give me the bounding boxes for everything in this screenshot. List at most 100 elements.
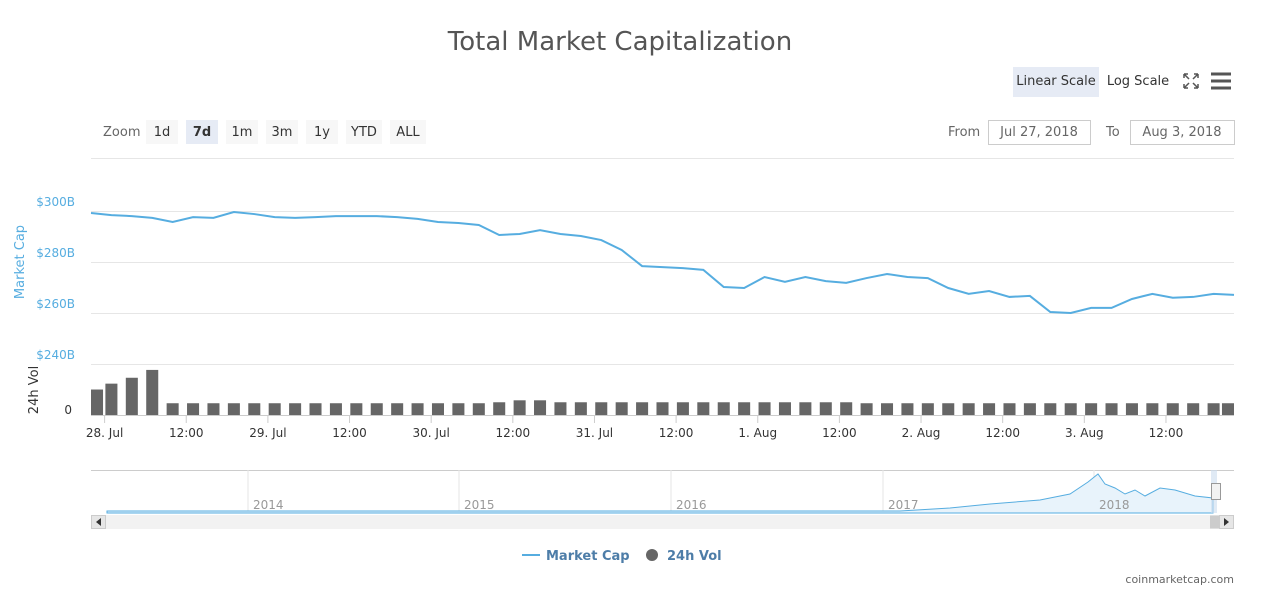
zoom-button[interactable]: 7d	[193, 125, 211, 140]
chart-title: Total Market Capitalization	[447, 27, 792, 57]
volume-bar	[656, 402, 669, 415]
volume-bar	[187, 403, 200, 415]
volume-bar	[881, 403, 894, 415]
x-tick-label: 28. Jul	[86, 426, 123, 440]
log-scale-button[interactable]: Log Scale	[1107, 74, 1169, 89]
legend-label[interactable]: 24h Vol	[667, 549, 722, 564]
volume-bar	[615, 402, 628, 415]
volume-bar	[207, 403, 220, 415]
x-tick-label: 12:00	[822, 426, 857, 440]
volume-bar	[636, 402, 649, 415]
zoom-button[interactable]: YTD	[350, 125, 377, 140]
volume-bar	[452, 403, 465, 415]
zoom-button[interactable]: 1y	[314, 125, 330, 140]
volume-bar	[105, 383, 118, 415]
volume-bar	[125, 377, 138, 415]
x-tick-label: 3. Aug	[1065, 426, 1104, 440]
x-tick-label: 12:00	[496, 426, 531, 440]
volume-bar	[1125, 403, 1138, 415]
volume-bar	[901, 403, 914, 415]
navigator-series	[106, 473, 1214, 514]
volume-bar	[1064, 403, 1077, 415]
zoom-button[interactable]: 1m	[232, 125, 253, 140]
volume-bar	[840, 402, 853, 415]
from-label: From	[948, 125, 980, 140]
volume-bar	[983, 403, 996, 415]
menu-icon[interactable]	[1211, 72, 1231, 90]
scrollbar-thumb[interactable]	[1210, 515, 1220, 529]
volume-bar	[554, 402, 567, 415]
volume-bar	[778, 402, 791, 415]
x-tick-label: 29. Jul	[249, 426, 286, 440]
volume-bar	[738, 402, 751, 415]
to-value[interactable]: Aug 3, 2018	[1142, 125, 1221, 140]
scroll-arrow	[96, 518, 101, 526]
scrollbar-track[interactable]	[91, 515, 1234, 529]
y-tick-label: $300B	[36, 195, 75, 209]
volume-bar	[921, 403, 934, 415]
volume-bar	[676, 402, 689, 415]
volume-bar	[962, 403, 975, 415]
volume-bar	[268, 403, 281, 415]
zoom-button[interactable]: 3m	[272, 125, 293, 140]
series-line	[90, 211, 1235, 315]
volume-bar	[350, 403, 363, 415]
zoom-button-bg[interactable]	[346, 120, 382, 144]
x-tick-label: 12:00	[332, 426, 367, 440]
navigator-handle[interactable]	[1211, 483, 1221, 500]
zoom-button-bg[interactable]	[186, 120, 218, 144]
legend-label[interactable]: Market Cap	[546, 549, 630, 564]
zoom-button[interactable]: 1d	[154, 125, 171, 140]
y-tick-label: $260B	[36, 297, 75, 311]
volume-bar	[860, 403, 873, 415]
y2-tick-label: 0	[64, 403, 72, 417]
zoom-button-bg[interactable]	[266, 120, 298, 144]
zoom-button-bg[interactable]	[226, 120, 258, 144]
volume-bar	[799, 402, 812, 415]
x-tick-label: 12:00	[985, 426, 1020, 440]
to-label: To	[1105, 125, 1120, 140]
navigator-label: 2014	[253, 498, 284, 512]
zoom-button[interactable]: ALL	[396, 125, 420, 140]
volume-bar	[758, 402, 771, 415]
legend-marker	[646, 549, 658, 561]
from-value[interactable]: Jul 27, 2018	[999, 125, 1078, 140]
zoom-button-bg[interactable]	[390, 120, 426, 144]
x-tick-label: 30. Jul	[412, 426, 449, 440]
volume-bar	[1044, 403, 1057, 415]
volume-bar	[248, 403, 261, 415]
from-input[interactable]	[988, 120, 1091, 145]
x-tick-label: 31. Jul	[576, 426, 613, 440]
navigator-label: 2017	[888, 498, 919, 512]
scroll-arrow	[1224, 518, 1229, 526]
zoom-button-bg[interactable]	[146, 120, 178, 144]
to-input[interactable]	[1130, 120, 1235, 145]
volume-bar	[1146, 403, 1159, 415]
volume-bar	[717, 402, 730, 415]
volume-bar	[513, 400, 526, 415]
button-bg	[1013, 67, 1099, 97]
volume-bar	[309, 403, 322, 415]
volume-bar	[1003, 403, 1016, 415]
volume-bar	[534, 400, 547, 415]
volume-bar	[166, 403, 179, 415]
volume-bar	[411, 403, 424, 415]
volume-bar	[1105, 403, 1118, 415]
navigator-label: 2018	[1099, 498, 1130, 512]
x-tick-label: 12:00	[169, 426, 204, 440]
volume-bar	[1085, 403, 1098, 415]
volume-bar	[329, 403, 342, 415]
zoom-button-bg[interactable]	[306, 120, 338, 144]
navigator-label: 2015	[464, 498, 495, 512]
volume-bar	[1166, 403, 1179, 415]
x-tick-label: 12:00	[1149, 426, 1184, 440]
volume-bar	[146, 369, 159, 415]
volume-bar	[574, 402, 587, 415]
fullscreen-icon[interactable]	[1183, 73, 1199, 89]
linear-scale-button[interactable]: Linear Scale	[1016, 74, 1096, 89]
volume-bar	[227, 403, 240, 415]
x-tick-label: 1. Aug	[738, 426, 777, 440]
volume-bar	[1023, 403, 1036, 415]
volume-bar	[289, 403, 302, 415]
